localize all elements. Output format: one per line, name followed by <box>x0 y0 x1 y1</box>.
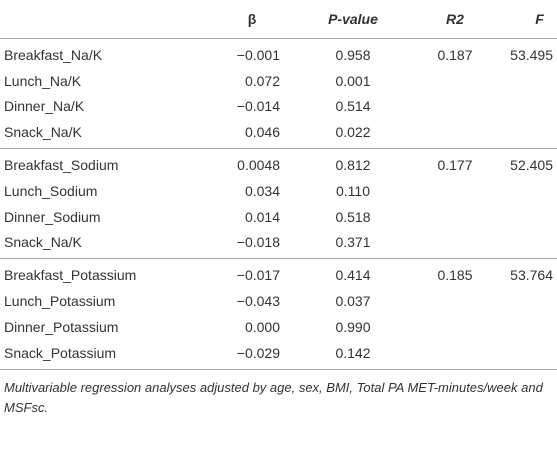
r2-cell <box>418 339 492 370</box>
row-label: Lunch_Potassium <box>4 293 116 310</box>
row-label: Lunch_Sodium <box>4 182 98 199</box>
f-cell <box>492 339 557 370</box>
beta-cell: −0.001 <box>236 46 280 63</box>
r2-cell <box>418 178 492 204</box>
f-cell <box>492 68 557 94</box>
p-value-cell: 0.110 <box>336 182 370 199</box>
p-value-cell: 0.414 <box>335 267 371 284</box>
table-row: Dinner_Sodium 0.014 0.518 <box>0 204 557 230</box>
f-cell: 52.405 <box>510 157 553 174</box>
f-cell <box>492 119 557 150</box>
r2-cell <box>418 229 492 260</box>
p-value-cell: 0.142 <box>288 339 418 370</box>
table-row: Lunch_Potassium −0.043 0.037 <box>0 288 557 314</box>
r2-cell <box>418 68 492 94</box>
f-cell <box>492 288 557 314</box>
beta-cell: −0.014 <box>236 98 280 115</box>
header-cell <box>0 0 190 39</box>
table-row: Breakfast_Na/K −0.001 0.958 0.187 53.495 <box>0 39 557 68</box>
table-row: Breakfast_Potassium −0.017 0.414 0.185 53.76… <box>0 259 557 288</box>
r2-cell: 0.185 <box>437 267 473 284</box>
table-row: Breakfast_Sodium 0.0048 0.812 0.177 52.405 <box>0 149 557 178</box>
row-label: Snack_Na/K <box>0 119 190 150</box>
table-row: Snack_Na/K −0.018 0.371 <box>0 229 557 260</box>
table-row: Dinner_Na/K −0.014 0.514 <box>0 94 557 120</box>
f-cell <box>492 229 557 260</box>
header-row: β P-value R2 F <box>0 0 557 39</box>
header-cell: P-value <box>288 0 418 39</box>
beta-cell: −0.018 <box>190 229 288 260</box>
table-row: Lunch_Na/K 0.072 0.001 <box>0 68 557 94</box>
footnote: Multivariable regression analyses adjust… <box>4 379 543 415</box>
header-cell: R2 <box>418 0 492 39</box>
r2-cell: 0.187 <box>437 46 473 63</box>
p-value-cell: 0.037 <box>335 293 371 310</box>
r2-cell <box>418 119 492 150</box>
r2-cell: 0.177 <box>437 157 473 174</box>
beta-cell: 0.072 <box>244 72 280 89</box>
row-label: Dinner_Potassium <box>4 318 119 335</box>
table-body: Breakfast_Na/K −0.001 0.958 0.187 53.495 Lunc… <box>0 39 557 370</box>
p-value-cell: 0.371 <box>288 229 418 260</box>
f-cell: 53.764 <box>510 267 553 284</box>
row-label: Snack_Na/K <box>0 229 190 260</box>
beta-cell: 0.0048 <box>237 157 280 174</box>
beta-cell: 0.000 <box>244 318 280 335</box>
regression-table: β P-value R2 F Breakfast_Na/K −0.001 0.958… <box>0 0 557 370</box>
header-cell: F <box>492 0 557 39</box>
f-cell <box>492 314 557 340</box>
p-value-cell: 0.812 <box>335 157 371 174</box>
row-label: Breakfast_Na/K <box>4 46 103 63</box>
beta-cell: 0.034 <box>244 182 280 199</box>
header-cell: β <box>190 0 288 39</box>
row-label: Breakfast_Potassium <box>4 267 137 284</box>
row-label: Breakfast_Sodium <box>4 157 119 174</box>
f-cell: 53.495 <box>510 46 553 63</box>
beta-cell: 0.046 <box>190 119 288 150</box>
beta-cell: 0.014 <box>244 208 280 225</box>
beta-cell: −0.017 <box>236 267 280 284</box>
beta-cell: −0.029 <box>190 339 288 370</box>
r2-cell <box>418 314 492 340</box>
table-row: Snack_Potassium −0.029 0.142 <box>0 339 557 370</box>
f-cell <box>492 178 557 204</box>
r2-cell <box>418 204 492 230</box>
p-value-cell: 0.990 <box>335 318 371 335</box>
p-value-cell: 0.958 <box>335 46 371 63</box>
table-row: Snack_Na/K 0.046 0.022 <box>0 119 557 150</box>
f-cell <box>492 204 557 230</box>
p-value-cell: 0.001 <box>335 72 371 89</box>
p-value-cell: 0.022 <box>288 119 418 150</box>
row-label: Lunch_Na/K <box>4 72 82 89</box>
row-label: Dinner_Sodium <box>4 208 101 225</box>
table-row: Dinner_Potassium 0.000 0.990 <box>0 314 557 340</box>
r2-cell <box>418 94 492 120</box>
f-cell <box>492 94 557 120</box>
row-label: Dinner_Na/K <box>4 98 85 115</box>
row-label: Snack_Potassium <box>0 339 190 370</box>
table-row: Lunch_Sodium 0.034 0.110 <box>0 178 557 204</box>
r2-cell <box>418 288 492 314</box>
p-value-cell: 0.518 <box>335 208 371 225</box>
p-value-cell: 0.514 <box>335 98 371 115</box>
beta-cell: −0.043 <box>236 293 280 310</box>
